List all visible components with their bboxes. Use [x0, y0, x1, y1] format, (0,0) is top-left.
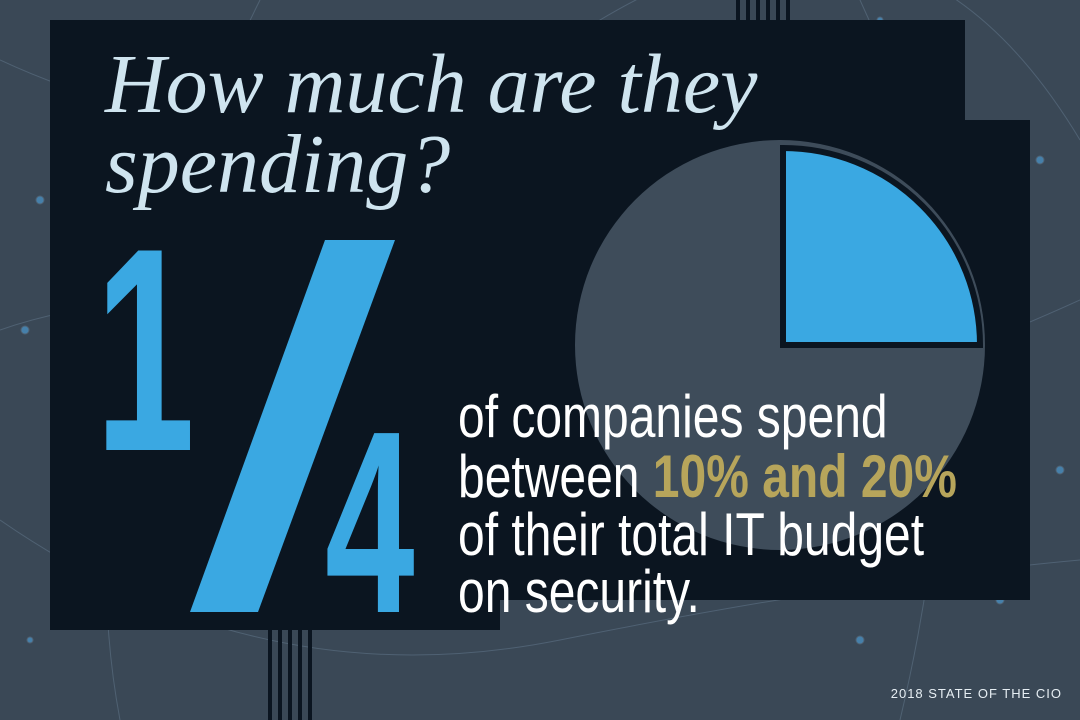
- stripes: [268, 0, 790, 720]
- highlight: 10% and 20%: [653, 443, 957, 510]
- pie-slice: [780, 144, 984, 348]
- statement-line: on security.: [458, 558, 700, 625]
- numerator: 1: [95, 189, 195, 512]
- pie: [575, 140, 985, 550]
- statement-text: between: [458, 443, 653, 510]
- denominator: 4: [325, 376, 415, 667]
- statement-line: of companies spend: [458, 383, 888, 450]
- fraction-slash: [190, 240, 395, 612]
- dark-panel: [50, 20, 1030, 630]
- title-line: spending?: [105, 118, 450, 211]
- statement-line: of their total IT budget: [458, 501, 924, 568]
- statement: of companies spend between 10% and 20% o…: [458, 383, 957, 625]
- footer: 2018 STATE OF THE CIO: [891, 686, 1062, 701]
- statement-line: between 10% and 20%: [458, 443, 957, 510]
- title-line: How much are they: [104, 38, 758, 131]
